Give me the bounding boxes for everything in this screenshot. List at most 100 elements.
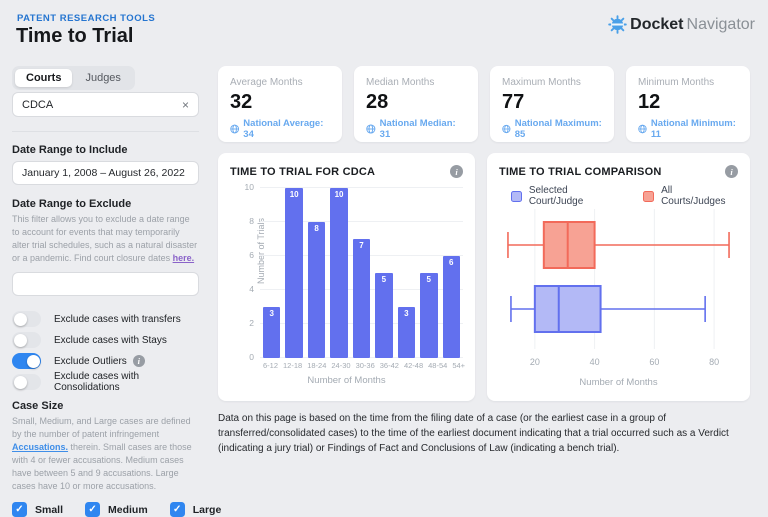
tab-judges[interactable]: Judges	[85, 72, 121, 84]
checkbox-label: Medium	[108, 503, 148, 516]
checkbox-label: Large	[192, 503, 222, 516]
logo-text-docket: Docket	[630, 15, 684, 33]
checkbox-medium[interactable]: ✓ Medium	[85, 502, 148, 517]
bar-chart-header: TIME TO TRIAL FOR CDCA i	[230, 165, 463, 178]
checkbox-small[interactable]: ✓ Small	[12, 502, 63, 517]
boxplot-x-tick-label: 20	[530, 357, 540, 367]
bar-chart-panel: TIME TO TRIAL FOR CDCA i Number of Trial…	[218, 153, 475, 401]
stat-national: National Median: 31	[366, 118, 466, 140]
stat-national: National Maximum: 85	[502, 118, 602, 140]
checkbox-icon[interactable]: ✓	[85, 502, 101, 517]
case-size-description-before: Small, Medium, and Large cases are defin…	[12, 416, 191, 440]
boxplot-svg: 20 40 60 80	[507, 209, 730, 367]
toggle-list: Exclude cases with transfers Exclude case…	[12, 311, 199, 394]
stat-value: 12	[638, 91, 661, 113]
x-tick-label: 30-36	[355, 361, 375, 370]
date-exclude-description: This filter allows you to exclude a date…	[12, 213, 199, 265]
main-content: Average Months 32 National Average: 34 Medi…	[218, 66, 750, 456]
stat-national-text: National Maximum: 85	[514, 118, 602, 140]
bar-value-label: 8	[314, 224, 319, 233]
bar-value-label: 3	[269, 309, 274, 318]
court-judge-tabbar: Courts Judges	[12, 66, 135, 90]
gridline	[260, 221, 463, 222]
bar-6-12[interactable]: 3	[263, 307, 281, 358]
checkbox-icon[interactable]: ✓	[12, 502, 27, 517]
bar-18-24[interactable]: 8	[307, 222, 326, 358]
info-icon[interactable]: i	[132, 355, 145, 368]
case-size-label: Case Size	[12, 400, 64, 413]
bar-42-48[interactable]: 3	[397, 307, 416, 358]
info-icon[interactable]: i	[450, 165, 463, 178]
clear-icon[interactable]: ×	[181, 97, 189, 112]
toggle-switch[interactable]	[12, 311, 41, 328]
filters-sidebar: Courts Judges CDCA × Date Range to Includ…	[12, 66, 221, 517]
boxplot-x-tick-label: 40	[590, 357, 600, 367]
stat-label: Maximum Months	[502, 77, 581, 88]
stat-card: Median Months 28 National Median: 31	[354, 66, 478, 142]
checkbox-icon[interactable]: ✓	[169, 502, 185, 517]
court-search-input[interactable]: CDCA ×	[12, 92, 199, 117]
legend-swatch	[511, 190, 522, 202]
footer-disclaimer: Data on this page is based on the time f…	[218, 413, 729, 454]
toggle-row: Exclude cases with Consolidations	[12, 371, 199, 394]
bar-24-30[interactable]: 10	[330, 188, 348, 358]
boxplot-legend: Selected Court/Judge All Courts/Judges	[511, 185, 738, 207]
globe-icon	[502, 124, 511, 134]
date-include-input[interactable]: January 1, 2008 – August 26, 2022	[12, 161, 199, 185]
bar-30-36[interactable]: 7	[352, 239, 371, 358]
box-all-courts[interactable]	[542, 221, 596, 269]
stat-card: Average Months 32 National Average: 34	[218, 66, 342, 142]
case-size-description: Small, Medium, and Large cases are defin…	[12, 415, 199, 493]
toggle-label: Exclude cases with Consolidations	[54, 371, 140, 394]
toggle-row: Exclude Outliers i	[12, 353, 199, 370]
stat-label: Minimum Months	[638, 77, 715, 88]
checkbox-large[interactable]: ✓ Large	[169, 502, 222, 517]
toggle-knob	[26, 354, 40, 368]
y-tick-label: 6	[249, 250, 254, 260]
stat-national: National Average: 34	[230, 118, 330, 140]
bar-12-18[interactable]: 10	[285, 188, 303, 358]
stat-value: 28	[366, 91, 389, 113]
tab-courts[interactable]: Courts	[15, 69, 73, 87]
court-closure-dates-link[interactable]: here.	[172, 253, 195, 264]
bars-container: 3 10 8 10 7 5 3 5 6	[260, 188, 463, 358]
boxplot-x-tick-label: 60	[649, 357, 659, 367]
stat-value: 77	[502, 91, 525, 113]
x-tick-label: 6-12	[263, 361, 279, 370]
logo-text-navigator: Navigator	[686, 15, 755, 33]
stat-label: Average Months	[230, 77, 303, 88]
stat-card: Maximum Months 77 National Maximum: 85	[490, 66, 614, 142]
toggle-switch[interactable]	[12, 353, 41, 370]
info-icon[interactable]: i	[725, 165, 738, 178]
bar-value-label: 6	[448, 258, 454, 267]
bar-chart-x-axis-label: Number of Months	[307, 375, 386, 386]
bar-36-42[interactable]: 5	[375, 273, 393, 358]
bar-value-label: 10	[334, 190, 344, 199]
sidebar-divider	[12, 131, 199, 132]
bar-value-label: 5	[381, 275, 387, 284]
bar-48-54[interactable]: 5	[420, 273, 438, 358]
boxplot-x-axis-label: Number of Months	[579, 377, 658, 388]
bar-54+[interactable]: 6	[442, 256, 460, 358]
toggle-switch[interactable]	[12, 332, 41, 349]
checkbox-label: Small	[35, 503, 64, 516]
toggle-switch[interactable]	[12, 374, 41, 391]
bar-chart-x-ticks: 6-12 12-18 18-24 24-30 30-36 36-42 42-48 48-54 5…	[260, 361, 466, 370]
box-selected-court[interactable]	[533, 285, 602, 333]
bar-value-label: 5	[426, 275, 431, 284]
stat-label: Median Months	[366, 77, 435, 88]
bar-chart-title: TIME TO TRIAL FOR CDCA	[230, 165, 376, 178]
toggle-label: Exclude cases with Stays	[54, 334, 167, 346]
page-title: Time to Trial	[16, 25, 134, 47]
toggle-label: Exclude Outliers	[54, 355, 127, 367]
stats-row: Average Months 32 National Average: 34 Medi…	[218, 66, 750, 142]
date-exclude-input[interactable]	[12, 272, 199, 297]
x-tick-label: 24-30	[331, 361, 351, 370]
x-tick-label: 36-42	[379, 361, 399, 370]
x-tick-label: 12-18	[283, 361, 303, 370]
y-tick-label: 8	[249, 216, 254, 226]
accusations-link[interactable]: Accusations.	[12, 442, 69, 453]
boxplot-plot: 20 40 60 80	[499, 209, 738, 377]
x-tick-label: 54+	[452, 361, 466, 370]
bar-value-label: 7	[359, 241, 364, 250]
